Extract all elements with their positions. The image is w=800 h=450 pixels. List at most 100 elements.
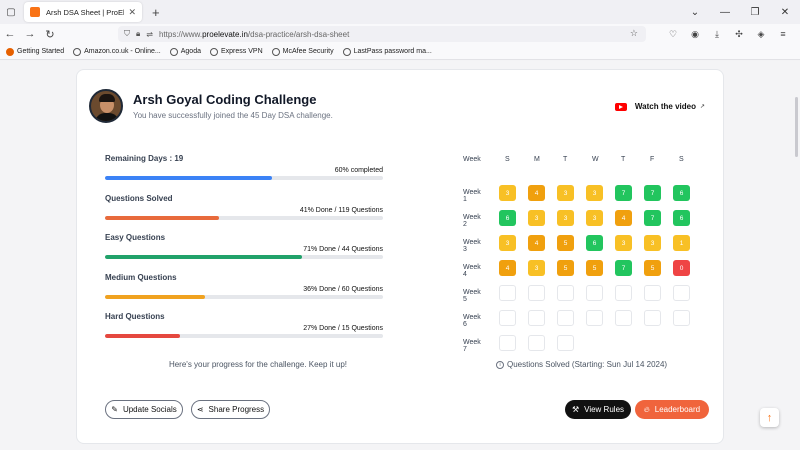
tab-list-icon[interactable]: ▢: [6, 6, 16, 18]
page-content: Arsh Goyal Coding Challenge You have suc…: [0, 61, 800, 450]
view-rules-label: View Rules: [584, 405, 625, 414]
calendar-day-cell[interactable]: 3: [499, 235, 516, 251]
extension-badge-icon[interactable]: ◈: [757, 28, 765, 39]
rules-icon: ⚒: [571, 405, 580, 414]
calendar-day-cell[interactable]: [673, 310, 690, 326]
restore-icon[interactable]: ❐: [750, 6, 760, 18]
bookmark-item[interactable]: Getting Started: [6, 47, 64, 56]
calendar-day-cell[interactable]: [615, 310, 632, 326]
calendar-day-cell[interactable]: 4: [615, 210, 632, 226]
bookmark-item[interactable]: McAfee Security: [271, 47, 334, 56]
toolbar-right: ♡ ◉ ⤓ ✣ ◈ ≡: [662, 24, 794, 44]
calendar-day-cell[interactable]: [528, 285, 545, 301]
calendar-day-cell[interactable]: 3: [528, 260, 545, 276]
calendar-day-cell[interactable]: 3: [557, 185, 574, 201]
new-tab-icon[interactable]: +: [152, 4, 160, 20]
browser-tab-bar: ▢ Arsh DSA Sheet | ProElevate ✕ + ⌄ — ❐ …: [0, 0, 800, 24]
leaderboard-label: Leaderboard: [654, 405, 701, 414]
calendar-day-cell[interactable]: 5: [644, 260, 661, 276]
calendar-day-cell[interactable]: 3: [499, 185, 516, 201]
bookmark-item[interactable]: Agoda: [169, 47, 201, 56]
bookmark-star-icon[interactable]: ☆: [629, 28, 638, 38]
calendar-day-cell[interactable]: [528, 335, 545, 351]
bookmark-item[interactable]: LastPass password ma...: [342, 47, 432, 56]
calendar-day-cell[interactable]: 6: [499, 210, 516, 226]
progress-track: [105, 334, 383, 338]
calendar-day-cell[interactable]: [499, 310, 516, 326]
calendar-day-cell[interactable]: 6: [673, 185, 690, 201]
leaderboard-button[interactable]: 🔥︎ Leaderboard: [635, 400, 709, 419]
downloads-icon[interactable]: ⤓: [715, 28, 719, 39]
calendar-day-cell[interactable]: [557, 310, 574, 326]
calendar-day-cell[interactable]: [557, 335, 574, 351]
account-icon[interactable]: ◉: [691, 28, 699, 39]
calendar-day-cell[interactable]: [557, 285, 574, 301]
reload-icon[interactable]: ↻: [45, 28, 55, 41]
calendar-day-cell[interactable]: 3: [644, 235, 661, 251]
pocket-icon[interactable]: ♡: [668, 28, 678, 39]
scroll-to-top-button[interactable]: ↑: [760, 408, 779, 427]
stat-label: Questions Solved: [105, 194, 173, 203]
calendar-day-cell[interactable]: 3: [586, 185, 603, 201]
calendar-day-cell[interactable]: 5: [557, 260, 574, 276]
bookmark-item[interactable]: Amazon.co.uk - Online...: [73, 47, 161, 56]
calendar-day-cell[interactable]: 7: [644, 210, 661, 226]
forward-icon[interactable]: →: [24, 28, 36, 40]
share-icon: ⋖: [196, 405, 204, 414]
calendar-day-cell[interactable]: [644, 285, 661, 301]
calendar-day-cell[interactable]: 3: [615, 235, 632, 251]
calendar-day-cell[interactable]: 6: [586, 235, 603, 251]
calendar-day-cell[interactable]: 5: [586, 260, 603, 276]
calendar-day-cell[interactable]: [528, 310, 545, 326]
calendar-day-cell[interactable]: [586, 285, 603, 301]
progress-track: [105, 255, 383, 259]
calendar-day-cell[interactable]: [499, 285, 516, 301]
calendar-day-cell[interactable]: 3: [557, 210, 574, 226]
watch-video-link[interactable]: Watch the video ↗: [614, 102, 705, 111]
progress-fill: [105, 334, 181, 338]
bookmarks-bar: Getting Started Amazon.co.uk - Online...…: [0, 44, 800, 60]
stat-label: Medium Questions: [105, 273, 177, 282]
close-window-icon[interactable]: ✕: [780, 6, 790, 18]
calendar-note: i Questions Solved (Starting: Sun Jul 14…: [496, 360, 667, 369]
share-progress-button[interactable]: ⋖ Share Progress: [191, 400, 270, 419]
lock-icon[interactable]: 🔒︎: [136, 29, 141, 38]
tab-overflow-icon[interactable]: ⌄: [690, 6, 700, 18]
page-scrollbar[interactable]: [795, 97, 798, 157]
calendar-day-cell[interactable]: 3: [586, 210, 603, 226]
calendar-day-cell[interactable]: 0: [673, 260, 690, 276]
update-socials-button[interactable]: ✎ Update Socials: [105, 400, 183, 419]
calendar-day-cell[interactable]: [499, 335, 516, 351]
calendar-day-cell[interactable]: [586, 310, 603, 326]
calendar-day-cell[interactable]: 1: [673, 235, 690, 251]
challenge-card: Arsh Goyal Coding Challenge You have suc…: [76, 69, 724, 444]
stat-label: Remaining Days : 19: [105, 154, 184, 163]
calendar-day-cell[interactable]: 7: [644, 185, 661, 201]
view-rules-button[interactable]: ⚒ View Rules: [565, 400, 631, 419]
progress-stat: Medium Questions 36% Done / 60 Questions: [105, 273, 383, 299]
calendar-day-cell[interactable]: 4: [528, 235, 545, 251]
calendar-day-cell[interactable]: 3: [528, 210, 545, 226]
stat-detail: 60% completed: [334, 167, 383, 174]
back-icon[interactable]: ←: [4, 28, 16, 40]
calendar-day-cell[interactable]: 7: [615, 260, 632, 276]
permissions-icon[interactable]: ⇌: [146, 29, 153, 39]
tab-close-icon[interactable]: ✕: [128, 6, 136, 17]
calendar-day-cell[interactable]: 5: [557, 235, 574, 251]
calendar-day-cell[interactable]: [673, 285, 690, 301]
calendar-day-cell[interactable]: [644, 310, 661, 326]
calendar-day-cell[interactable]: 4: [499, 260, 516, 276]
calendar-day-cell[interactable]: 6: [673, 210, 690, 226]
shield-icon[interactable]: ⛉: [124, 29, 130, 38]
bookmark-item[interactable]: Express VPN: [210, 47, 263, 56]
extensions-icon[interactable]: ✣: [735, 28, 743, 39]
minimize-icon[interactable]: —: [720, 6, 730, 18]
progress-stat: Questions Solved 41% Done / 119 Questions: [105, 194, 383, 220]
progress-track: [105, 216, 383, 220]
calendar-day-cell[interactable]: 4: [528, 185, 545, 201]
browser-tab[interactable]: Arsh DSA Sheet | ProElevate ✕: [24, 2, 142, 22]
calendar-day-cell[interactable]: 7: [615, 185, 632, 201]
menu-icon[interactable]: ≡: [780, 29, 786, 39]
calendar-day-cell[interactable]: [615, 285, 632, 301]
address-bar[interactable]: ⛉ 🔒︎ ⇌ https://www.proelevate.in/dsa-pra…: [118, 26, 646, 42]
